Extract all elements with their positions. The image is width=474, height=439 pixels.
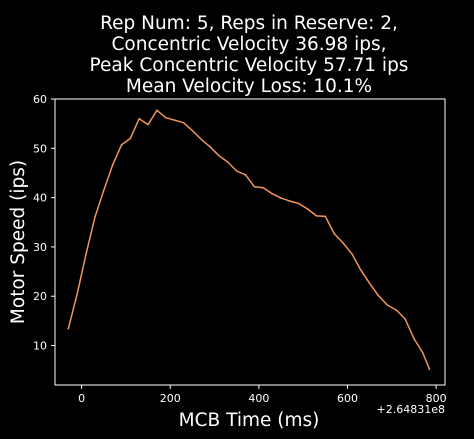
data-point [76,292,78,295]
chart-title-line-2: Concentric Velocity 36.98 ips, [112,34,387,55]
data-point [147,123,149,126]
x-tick-label: 400 [248,392,269,405]
data-point [271,192,273,195]
data-point [386,304,389,306]
x-tick-label: 800 [426,392,447,405]
x-axis-offset-label: +2.64831e8 [377,403,445,416]
data-point [422,352,424,354]
data-point [235,170,238,172]
chart-title: Rep Num: 5, Reps in Reserve: 2, Concentr… [90,13,409,97]
data-point [164,116,167,119]
data-point [333,232,336,235]
data-point [244,174,247,176]
y-axis: 10 20 30 40 50 60 [33,93,55,353]
data-point [85,253,87,256]
chart-title-line-1: Rep Num: 5, Reps in Reserve: 2, [100,13,398,34]
chart-title-line-4: Mean Velocity Loss: 10.1% [126,76,372,97]
x-axis: 0 200 400 600 800 [78,385,447,405]
plot-area-frame [54,98,446,386]
data-point [191,129,194,132]
x-tick-label: 0 [78,392,85,405]
data-point [395,309,398,311]
data-point [297,202,300,205]
data-point [306,208,309,210]
data-point [156,109,158,112]
data-point [324,215,327,218]
data-point [428,368,431,371]
data-point [218,154,220,157]
data-point [138,117,141,120]
series-line [67,109,431,370]
y-axis-label: Motor Speed (ips) [8,160,29,324]
y-tick-label: 40 [33,192,47,205]
data-point [289,200,291,202]
series-lines [67,109,431,371]
data-point [377,294,380,297]
data-point [262,186,265,189]
data-point [342,242,344,244]
data-point [102,189,105,192]
y-tick-label: 30 [33,241,47,254]
y-tick-label: 50 [33,142,47,155]
data-point [111,164,114,166]
data-point [200,138,203,141]
data-point [253,185,256,188]
data-point [173,119,176,122]
data-point [94,216,96,219]
x-tick-label: 200 [160,392,181,405]
chart-title-line-3: Peak Concentric Velocity 57.71 ips [90,55,409,76]
data-point [368,282,371,285]
data-point [67,327,70,330]
data-point [120,144,123,146]
data-point [182,121,185,124]
x-tick-label: 600 [337,392,358,405]
y-tick-label: 20 [33,290,47,303]
data-point [227,161,229,163]
data-point [413,337,415,340]
y-tick-label: 10 [33,340,47,353]
x-axis-label: MCB Time (ms) [179,410,320,431]
y-tick-label: 60 [33,93,47,106]
data-point [315,215,318,217]
data-point [404,318,406,320]
data-point [351,253,353,255]
data-point [280,197,282,199]
data-point [129,137,132,140]
data-point [359,269,362,271]
data-point [209,146,211,148]
